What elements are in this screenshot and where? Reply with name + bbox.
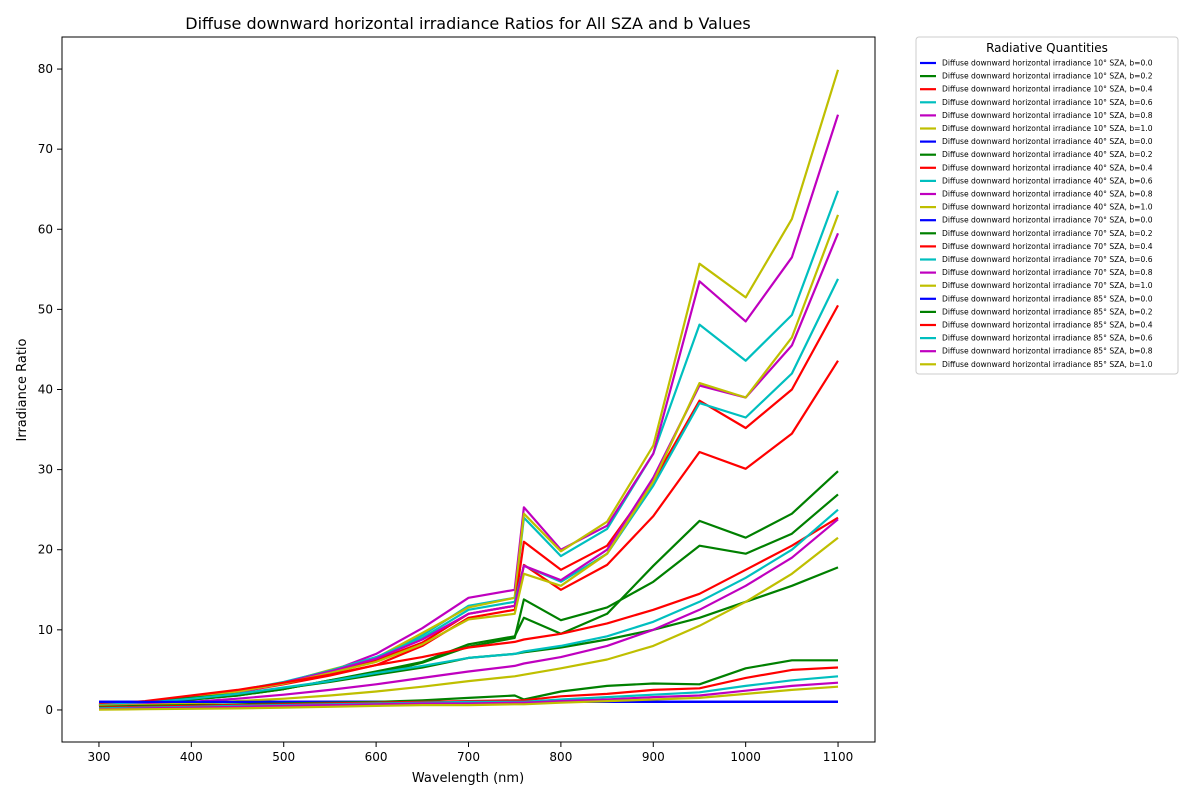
series-line-22 (98, 681, 839, 711)
legend: Radiative Quantities Diffuse downward ho… (915, 36, 1179, 375)
legend-label: Diffuse downward horizontal irradiance 4… (942, 176, 1153, 185)
y-tick-label: 60 (38, 222, 53, 236)
x-tick-label: 1000 (730, 750, 761, 764)
y-tick-label: 30 (38, 463, 53, 477)
x-tick-label: 300 (88, 750, 111, 764)
legend-label: Diffuse downward horizontal irradiance 8… (942, 334, 1153, 343)
x-tick-label: 500 (272, 750, 295, 764)
legend-title: Radiative Quantities (986, 41, 1108, 55)
legend-label: Diffuse downward horizontal irradiance 8… (942, 294, 1153, 303)
x-axis: 300 400 500 600 700 800 900 1000 1100 (88, 742, 854, 764)
legend-label: Diffuse downward horizontal irradiance 4… (942, 163, 1153, 172)
legend-label: Diffuse downward horizontal irradiance 1… (942, 124, 1153, 133)
y-tick-label: 0 (45, 703, 53, 717)
legend-label: Diffuse downward horizontal irradiance 1… (942, 59, 1153, 68)
series-line-3 (98, 190, 840, 707)
y-tick-label: 20 (38, 543, 53, 557)
y-tick-label: 70 (38, 142, 53, 156)
y-tick-label: 10 (38, 623, 53, 637)
x-tick-label: 900 (642, 750, 665, 764)
legend-label: Diffuse downward horizontal irradiance 7… (942, 255, 1153, 264)
legend-items: Diffuse downward horizontal irradiance 1… (920, 59, 1153, 369)
legend-label: Diffuse downward horizontal irradiance 8… (942, 360, 1153, 369)
x-tick-label: 400 (180, 750, 203, 764)
y-tick-label: 80 (38, 62, 53, 76)
legend-label: Diffuse downward horizontal irradiance 7… (942, 242, 1153, 251)
y-axis-label: Irradiance Ratio (15, 338, 30, 441)
legend-label: Diffuse downward horizontal irradiance 4… (942, 203, 1153, 212)
legend-label: Diffuse downward horizontal irradiance 4… (942, 150, 1153, 159)
legend-label: Diffuse downward horizontal irradiance 1… (942, 85, 1153, 94)
x-tick-label: 1100 (823, 750, 854, 764)
legend-label: Diffuse downward horizontal irradiance 7… (942, 216, 1153, 225)
legend-label: Diffuse downward horizontal irradiance 1… (942, 98, 1153, 107)
legend-label: Diffuse downward horizontal irradiance 7… (942, 229, 1153, 238)
y-tick-label: 50 (38, 302, 53, 316)
series-line-23 (98, 685, 839, 711)
x-tick-label: 800 (549, 750, 572, 764)
legend-label: Diffuse downward horizontal irradiance 8… (942, 347, 1153, 356)
x-tick-label: 600 (365, 750, 388, 764)
x-axis-label: Wavelength (nm) (412, 771, 524, 786)
series-line-17 (98, 536, 839, 707)
legend-box (915, 36, 1179, 375)
y-axis: 0 10 20 30 40 50 60 70 80 (38, 62, 62, 717)
y-tick-label: 40 (38, 383, 53, 397)
legend-label: Diffuse downward horizontal irradiance 1… (942, 72, 1153, 81)
x-tick-label: 700 (457, 750, 480, 764)
series-line-11 (98, 214, 840, 707)
series-line-7 (98, 470, 839, 707)
legend-label: Diffuse downward horizontal irradiance 7… (942, 281, 1153, 290)
series-line-15 (98, 508, 839, 707)
legend-label: Diffuse downward horizontal irradiance 8… (942, 307, 1153, 316)
legend-label: Diffuse downward horizontal irradiance 7… (942, 268, 1153, 277)
legend-label: Diffuse downward horizontal irradiance 1… (942, 111, 1153, 120)
series-layer (98, 69, 840, 711)
chart-title: Diffuse downward horizontal irradiance R… (185, 14, 750, 33)
series-line-16 (98, 518, 839, 707)
series-line-9 (98, 278, 839, 707)
series-line-14 (98, 516, 839, 706)
legend-label: Diffuse downward horizontal irradiance 8… (942, 321, 1153, 330)
legend-label: Diffuse downward horizontal irradiance 4… (942, 190, 1153, 199)
legend-label: Diffuse downward horizontal irradiance 4… (942, 137, 1153, 146)
